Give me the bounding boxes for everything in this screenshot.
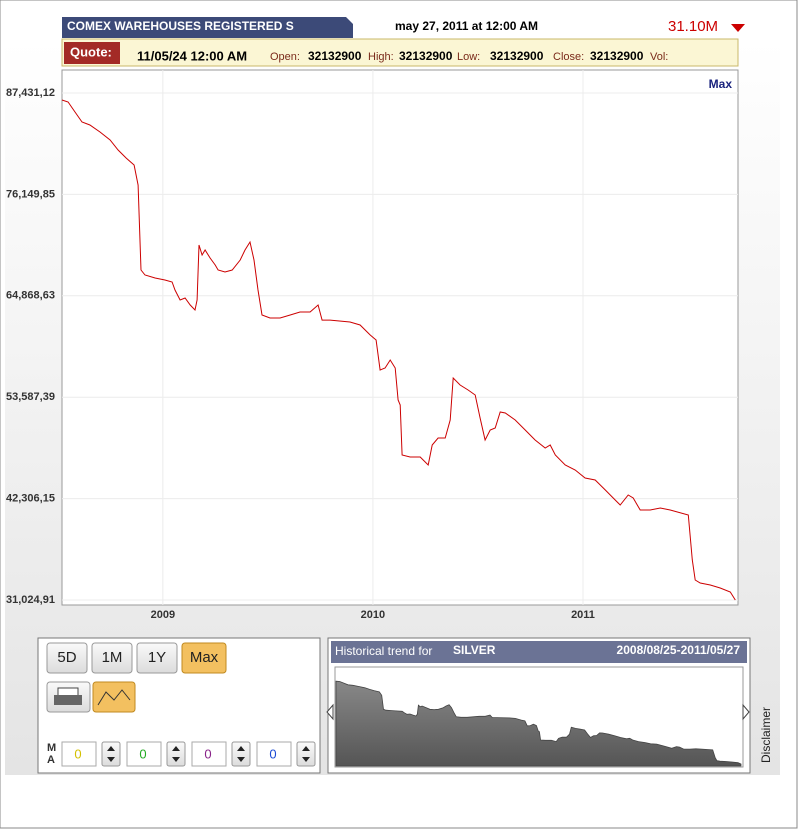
spinner-arrows	[237, 746, 245, 762]
ma-value: 0	[74, 746, 81, 761]
open-value: 32132900	[308, 49, 362, 63]
range-button-label: 1Y	[148, 649, 166, 666]
range-button[interactable]	[46, 642, 88, 674]
ma-spinner[interactable]	[166, 741, 186, 767]
chart-type-button[interactable]	[92, 681, 136, 713]
spinner-arrows	[172, 746, 180, 762]
plot: 31,024,91 42,306,15 53,587,39 64,868,63 76,1…	[6, 70, 738, 621]
low-value: 32132900	[490, 49, 544, 63]
ma-value: 0	[139, 746, 146, 761]
title: COMEX WAREHOUSES REGISTERED S	[67, 19, 294, 33]
ma-letter: A	[47, 754, 55, 766]
ma-input[interactable]	[191, 741, 227, 767]
high-label: High:	[368, 51, 394, 63]
ma-spinner[interactable]	[101, 741, 121, 767]
chart-type-icon	[97, 689, 131, 706]
quote-label: Quote:	[70, 44, 112, 59]
navigator-header	[331, 641, 747, 663]
range-label: Max	[709, 77, 733, 91]
low-label: Low:	[457, 51, 480, 63]
close-value: 32132900	[590, 49, 644, 63]
price-line	[61, 99, 736, 601]
y-tick-label: 42,306,15	[6, 493, 55, 505]
y-tick-label: 53,587,39	[6, 391, 55, 403]
down-arrow	[731, 24, 745, 32]
range-button[interactable]	[136, 642, 178, 674]
print-icon	[54, 695, 82, 705]
range-button-label: 1M	[102, 649, 123, 666]
navigator-range: 2008/08/25-2011/05/27	[617, 643, 741, 657]
navigator-handle[interactable]	[742, 703, 750, 721]
range-button[interactable]	[91, 642, 133, 674]
ma-input[interactable]	[256, 741, 292, 767]
navigator-label: Historical trend for	[335, 644, 432, 658]
ma-input[interactable]	[126, 741, 162, 767]
navigator-symbol: SILVER	[453, 643, 496, 657]
plot-area	[61, 69, 739, 606]
y-tick-label: 64,868,63	[6, 290, 55, 302]
spinner-arrows	[302, 746, 310, 762]
close-label: Close:	[553, 51, 584, 63]
vol-label: Vol:	[650, 51, 668, 63]
ma-input[interactable]	[61, 741, 97, 767]
print-icon	[57, 687, 79, 697]
open-label: Open:	[270, 51, 300, 63]
title-tab	[62, 17, 353, 38]
y-tick-label: 31,024,91	[6, 594, 55, 606]
navigator-area	[335, 680, 742, 767]
y-tick-label: 76,149,85	[6, 188, 55, 200]
quote-badge	[64, 42, 120, 64]
quote-bar	[61, 38, 739, 67]
y-tick-label: 87,431,12	[6, 87, 55, 99]
ma-letter: M	[47, 742, 56, 754]
x-tick-label: 2011	[571, 609, 595, 621]
disclaimer[interactable]: Disclaimer	[759, 707, 773, 763]
controls: 5D 1M 1Y Max MA 0 0 0 0	[46, 642, 316, 767]
range-button-label: 5D	[57, 649, 76, 666]
high-value: 32132900	[399, 49, 453, 63]
last-value: 31.10M	[668, 18, 718, 35]
ma-spinner[interactable]	[296, 741, 316, 767]
range-button-label: Max	[190, 649, 219, 666]
ma-value: 0	[269, 746, 276, 761]
quote-time: 11/05/24 12:00 AM	[137, 48, 247, 63]
x-tick-label: 2010	[361, 609, 385, 621]
navigator-handle[interactable]	[326, 703, 334, 721]
date: may 27, 2011 at 12:00 AM	[395, 19, 538, 33]
range-button[interactable]	[181, 642, 227, 674]
ma-value: 0	[204, 746, 211, 761]
x-tick-label: 2009	[151, 609, 175, 621]
spinner-arrows	[107, 746, 115, 762]
ma-spinner[interactable]	[231, 741, 251, 767]
